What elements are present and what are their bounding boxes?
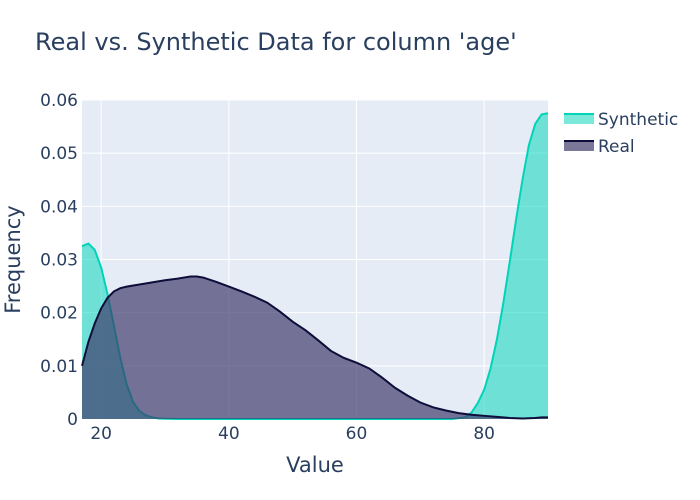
series-line-real (81, 275, 548, 420)
series-areas (81, 112, 549, 420)
grid (82, 99, 548, 420)
chart-title: Real vs. Synthetic Data for column 'age' (35, 28, 517, 56)
y-tick-label: 0.02 (40, 304, 78, 324)
area-fill-synthetic (82, 113, 548, 419)
y-tick-label: 0.01 (40, 357, 78, 377)
y-tick-label: 0.04 (40, 197, 78, 217)
y-tick-label: 0.03 (40, 251, 78, 271)
x-tick-label: 20 (90, 424, 112, 444)
x-tick-label: 40 (218, 424, 240, 444)
legend-swatch (564, 114, 594, 124)
y-tick-label: 0 (67, 410, 78, 430)
x-tick-label: 80 (473, 424, 495, 444)
x-tick-label: 60 (346, 424, 368, 444)
legend[interactable]: Synthetic Real (564, 110, 678, 157)
legend-item-synthetic[interactable]: Synthetic (564, 110, 678, 130)
tick-labels: 20 40 60 80 0 0.01 0.02 0.03 0.04 0.05 0.06 (40, 91, 495, 444)
y-tick-label: 0.06 (40, 91, 78, 111)
y-axis-title: Frequency (1, 205, 25, 314)
area-fill-real (82, 276, 548, 419)
x-axis-title: Value (286, 453, 344, 477)
legend-item-real[interactable]: Real (564, 137, 635, 157)
y-tick-label: 0.05 (40, 144, 78, 164)
legend-swatch (564, 141, 594, 151)
legend-label: Synthetic (598, 110, 678, 130)
legend-label: Real (598, 137, 635, 157)
